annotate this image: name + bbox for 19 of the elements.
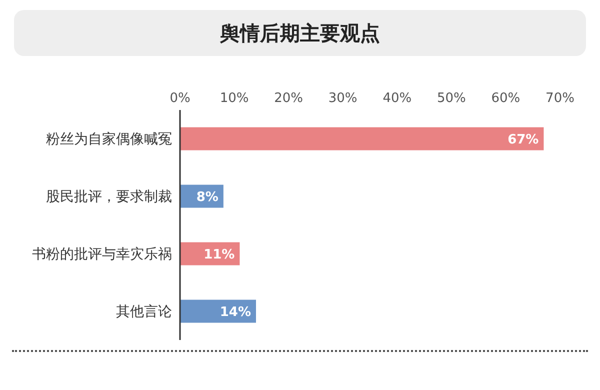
bar [180, 127, 544, 150]
x-tick-label: 60% [491, 91, 520, 106]
x-tick-label: 40% [382, 91, 412, 106]
x-tick-label: 0% [170, 91, 190, 106]
data-label: 8% [196, 190, 218, 205]
y-tick-label: 粉丝为自家偶像喊冤 [46, 132, 172, 148]
data-label: 11% [204, 247, 235, 262]
chart-title: 舆情后期主要观点 [14, 10, 586, 56]
y-tick-label: 其他言论 [116, 304, 172, 320]
y-tick-label: 书粉的批评与幸灾乐祸 [32, 246, 172, 263]
x-tick-label: 20% [274, 91, 304, 106]
x-tick-label: 50% [436, 91, 466, 106]
data-label: 14% [220, 304, 251, 320]
y-tick-label: 股民批评，要求制裁 [46, 189, 172, 206]
x-tick-label: 70% [546, 91, 574, 106]
x-tick-label: 10% [220, 91, 249, 106]
data-label: 67% [508, 132, 539, 148]
bar [180, 300, 256, 323]
x-tick-label: 30% [328, 91, 358, 106]
